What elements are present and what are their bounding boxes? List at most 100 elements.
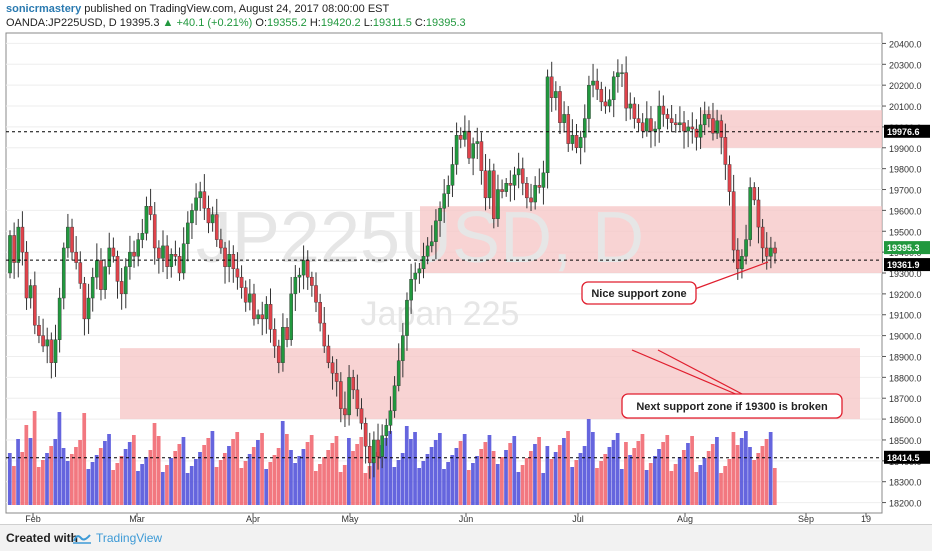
volume-bar <box>24 425 29 505</box>
volume-bar <box>251 447 256 505</box>
candle-body <box>657 105 662 130</box>
candle-body <box>756 199 761 228</box>
candle-body <box>748 187 752 240</box>
candle-body <box>61 247 66 299</box>
volume-bar <box>715 437 719 505</box>
y-tick-label: 19300.0 <box>889 269 922 279</box>
volume-bar <box>194 459 198 505</box>
x-tick-label: Apr <box>246 514 260 524</box>
volume-bar <box>218 460 223 505</box>
candle-body <box>595 80 599 90</box>
candle-body <box>682 122 686 132</box>
candle-body <box>438 208 442 222</box>
volume-bar <box>131 435 136 505</box>
symbol-name: OANDA:JP225USD, D <box>6 17 117 29</box>
y-tick-label: 18600.0 <box>889 415 922 425</box>
volume-bar <box>313 471 318 505</box>
candle-body <box>752 187 757 201</box>
candle-body <box>140 233 145 240</box>
volume-bar <box>404 426 409 505</box>
candle-body <box>339 381 343 409</box>
volume-bar <box>458 441 463 505</box>
volume-bar <box>657 449 661 505</box>
candle-body <box>223 247 227 267</box>
candle-body <box>620 72 624 74</box>
candle-body <box>144 206 149 234</box>
tradingview-logo-icon[interactable] <box>72 531 92 545</box>
volume-bar <box>500 457 504 505</box>
time-axis: Feb Mar Apr May Jun Jul Aug Sep 19 <box>25 513 871 524</box>
candle-body <box>409 279 413 301</box>
volume-bar <box>624 442 628 505</box>
candle-body <box>301 260 306 276</box>
candle-body <box>347 377 351 416</box>
candle-body <box>715 120 719 134</box>
candle-body <box>690 126 695 130</box>
candle-body <box>289 293 293 340</box>
volume-bar <box>611 440 616 505</box>
low-value: 19311.5 <box>372 17 412 29</box>
candle-body <box>496 189 500 219</box>
volume-bar <box>619 469 624 505</box>
candle-body <box>157 247 161 259</box>
volume-bar <box>454 448 459 505</box>
next-support-callout-box[interactable] <box>621 393 843 419</box>
volume-bar <box>665 435 670 505</box>
next-support-callout-text: Next support zone if 19300 is broken <box>636 401 828 413</box>
volume-bar <box>206 438 211 505</box>
candle-body <box>264 304 269 320</box>
volume-bar <box>243 461 248 505</box>
volume-bar <box>475 456 479 505</box>
volume-bar <box>305 442 310 505</box>
volume-bar <box>768 432 773 505</box>
support-zones <box>120 110 882 420</box>
candle-body <box>401 335 405 361</box>
candle-body <box>210 214 215 224</box>
support-zone <box>700 110 882 148</box>
candle-body <box>512 174 517 186</box>
volume-bar <box>677 457 682 505</box>
candle-body <box>483 170 488 199</box>
price-label-bg <box>884 258 930 272</box>
next-support-callout-line-a <box>631 349 739 396</box>
candlesticks <box>8 56 777 479</box>
y-tick-label: 19500.0 <box>889 227 922 237</box>
support-callout-box[interactable] <box>581 281 697 305</box>
x-tick-label: Sep <box>798 514 814 524</box>
author-name[interactable]: sonicrmastery <box>6 3 82 15</box>
candle-body <box>702 114 707 126</box>
x-tick-label: May <box>341 514 359 524</box>
volume-bar <box>437 433 442 505</box>
volume-bar <box>330 443 335 505</box>
volume-bar <box>65 461 70 505</box>
volume-bar <box>318 464 322 505</box>
candle-body <box>231 254 236 270</box>
volume-bar <box>425 454 430 505</box>
candle-body <box>318 302 322 324</box>
candle-body <box>723 137 728 165</box>
volume-bar <box>524 458 529 505</box>
candle-body <box>636 118 641 123</box>
candle-body <box>272 329 277 347</box>
candle-body <box>673 122 678 126</box>
y-tick-label: 19800.0 <box>889 165 922 175</box>
candle-body <box>479 141 484 171</box>
volume-bar <box>698 465 703 505</box>
volume-bar <box>504 450 508 505</box>
candle-body <box>74 251 78 263</box>
candle-body <box>504 183 509 192</box>
candle-body <box>578 137 583 148</box>
candle-body <box>628 103 633 109</box>
volume-bar <box>297 456 302 505</box>
candle-body <box>769 247 773 257</box>
volume-bar <box>574 460 579 505</box>
x-tick-label: Feb <box>25 514 41 524</box>
tradingview-brand-link[interactable]: TradingView <box>96 531 163 545</box>
candle-body <box>24 251 29 299</box>
volume-bar <box>239 468 244 505</box>
volume-bar <box>549 459 554 505</box>
candle-body <box>446 185 451 194</box>
price-chart[interactable]: JP225USD, D Japan 225 18200.018300.01840… <box>0 0 932 524</box>
volume-bar <box>94 455 99 505</box>
volume-bar <box>136 471 140 505</box>
